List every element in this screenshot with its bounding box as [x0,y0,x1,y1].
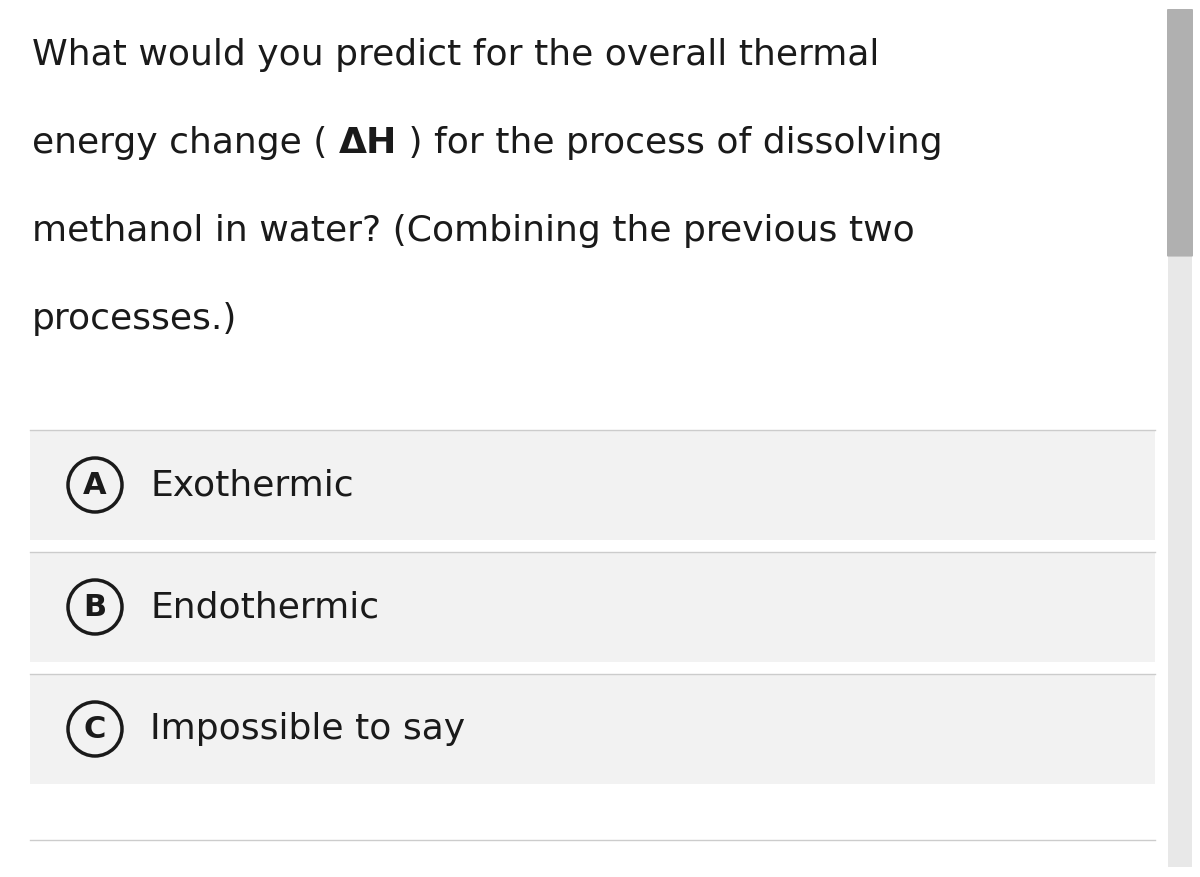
Text: methanol in water? (Combining the previous two: methanol in water? (Combining the previo… [32,214,914,248]
FancyBboxPatch shape [1168,10,1192,867]
FancyBboxPatch shape [1166,9,1193,257]
Text: ΔH: ΔH [338,126,397,160]
Text: Endothermic: Endothermic [150,590,379,624]
Text: B: B [84,593,107,622]
Text: Impossible to say: Impossible to say [150,712,466,746]
Text: Exothermic: Exothermic [150,468,354,502]
FancyBboxPatch shape [30,552,1154,662]
Text: processes.): processes.) [32,302,238,336]
Text: What would you predict for the overall thermal: What would you predict for the overall t… [32,38,880,72]
FancyBboxPatch shape [30,674,1154,784]
Text: A: A [83,470,107,500]
Text: energy change (: energy change ( [32,126,338,160]
Text: C: C [84,715,106,744]
Text: ) for the process of dissolving: ) for the process of dissolving [397,126,943,160]
FancyBboxPatch shape [30,430,1154,540]
